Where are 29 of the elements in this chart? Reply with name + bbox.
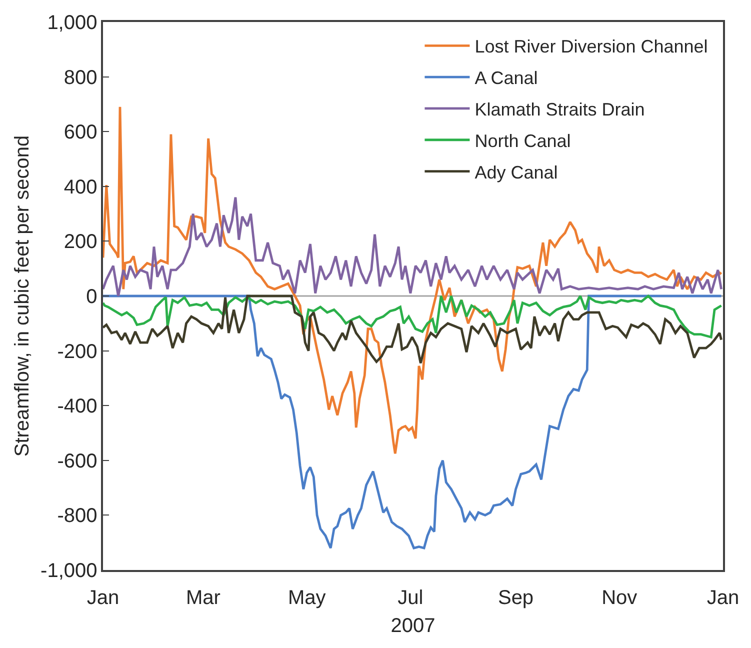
- y-tick-label: -200: [57, 340, 98, 363]
- line-series: [103, 196, 722, 298]
- y-tick-label: 800: [64, 66, 98, 89]
- y-tick-label: -1,000: [40, 560, 98, 582]
- x-tick-label: Jan: [706, 586, 740, 609]
- y-axis-title: Streamflow, in cubic feet per second: [12, 135, 34, 457]
- legend-label: Lost River Diversion Channel: [474, 36, 708, 57]
- y-tick-label: -400: [57, 396, 98, 418]
- legend-label: A Canal: [474, 68, 538, 88]
- y-tick-label: -600: [57, 450, 98, 472]
- x-axis-title: 2007: [390, 614, 436, 637]
- x-tick-label: Sep: [498, 586, 534, 609]
- x-tick-label: May: [288, 586, 326, 609]
- y-tick-label: 400: [64, 176, 98, 198]
- line-series: [103, 294, 722, 364]
- y-tick-label: 1,000: [47, 12, 98, 34]
- line-series: [103, 294, 722, 338]
- x-tick-label: Jul: [398, 586, 424, 609]
- legend-label: Ady Canal: [474, 162, 558, 182]
- x-tick-label: Nov: [602, 586, 638, 609]
- x-tick-label: Jan: [86, 586, 120, 609]
- legend-label: North Canal: [474, 130, 571, 151]
- legend-label: Klamath Straits Drain: [474, 100, 645, 120]
- y-tick-label: 0: [86, 286, 98, 308]
- y-tick-label: 200: [64, 231, 98, 254]
- x-tick-label: Mar: [186, 586, 221, 609]
- line-series: [103, 294, 722, 550]
- y-tick-label: 600: [64, 122, 98, 144]
- y-tick-label: -800: [57, 505, 98, 528]
